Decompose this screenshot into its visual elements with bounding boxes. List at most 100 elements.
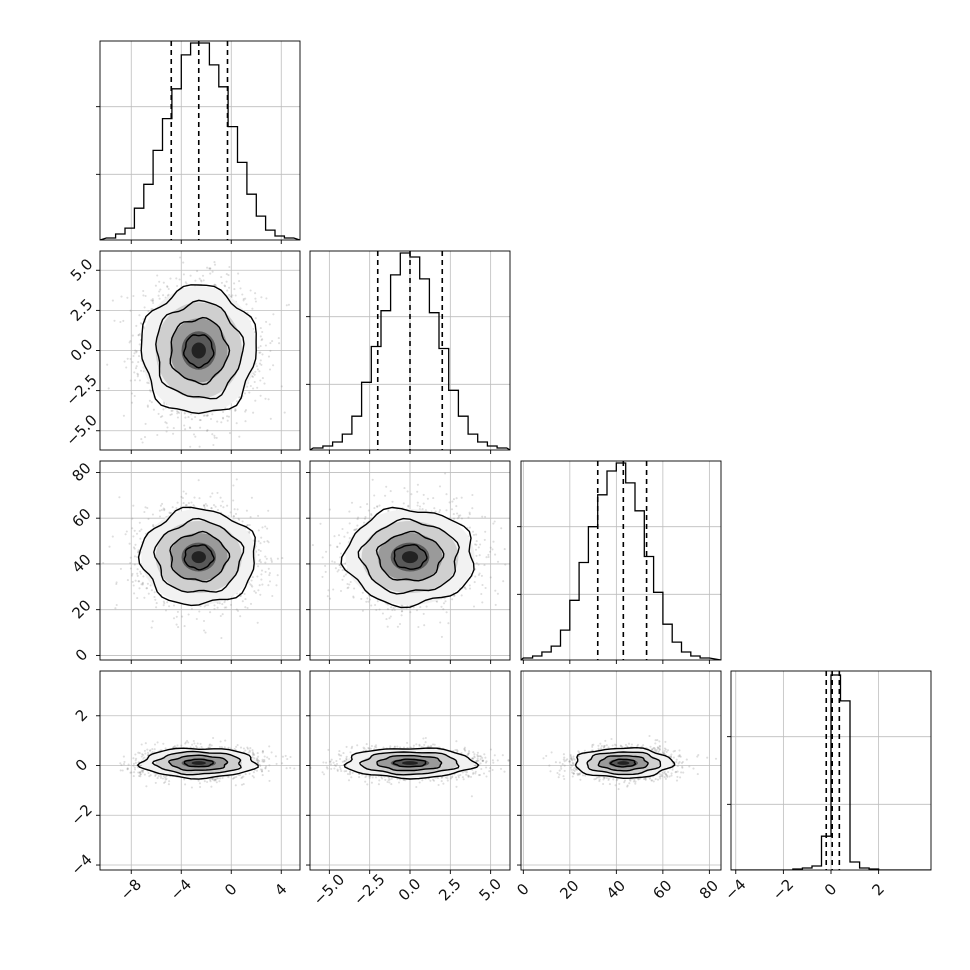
scatter-point [222, 417, 225, 420]
scatter-point [390, 606, 393, 609]
scatter-point [344, 562, 347, 565]
scatter-point [161, 777, 165, 780]
scatter-point [134, 543, 137, 546]
scatter-point [124, 533, 127, 536]
scatter-point [143, 749, 146, 752]
scatter-point [138, 333, 141, 336]
scatter-point [267, 398, 270, 401]
scatter-point [133, 379, 137, 382]
scatter-point [332, 588, 335, 591]
scatter-point [489, 546, 492, 549]
scatter-point [133, 555, 136, 558]
scatter-point [254, 292, 257, 295]
scatter-point [181, 496, 184, 500]
scatter-point [265, 297, 268, 300]
scatter-point [251, 576, 254, 579]
scatter-point [153, 595, 156, 599]
scatter-point [304, 584, 306, 586]
scatter-point [401, 604, 404, 607]
scatter-point [202, 414, 205, 417]
scatter-point [481, 601, 484, 604]
panel-frame [99, 460, 301, 661]
scatter-point [485, 556, 488, 559]
scatter-point [456, 517, 459, 520]
scatter-point [241, 520, 244, 523]
scatter-point [260, 569, 264, 572]
scatter-point [250, 496, 253, 499]
scatter-point [163, 508, 166, 511]
scatter-point [151, 297, 154, 301]
scatter-point [234, 409, 237, 412]
scatter-point [119, 762, 122, 765]
scatter-point [214, 505, 217, 508]
scatter-point [381, 612, 384, 615]
scatter-point [138, 530, 141, 533]
scatter-point [475, 540, 478, 543]
scatter-point [261, 768, 264, 771]
scatter-point [422, 502, 425, 505]
scatter-point [339, 566, 342, 569]
scatter-point [264, 765, 268, 768]
scatter-point [198, 497, 201, 500]
scatter-point [224, 285, 227, 288]
scatter-point [164, 609, 168, 612]
scatter-point [169, 512, 172, 515]
scatter-point [272, 364, 275, 367]
scatter-point [234, 408, 237, 411]
contour-line [183, 544, 215, 571]
scatter-point [239, 287, 242, 290]
contour-line [140, 284, 257, 415]
scatter-point [166, 426, 169, 429]
scatter-point [236, 744, 239, 747]
scatter-point [202, 504, 205, 507]
scatter-point [477, 573, 480, 577]
scatter-point [244, 773, 247, 776]
scatter-point [439, 621, 442, 624]
scatter-point [248, 530, 251, 533]
scatter-point [144, 742, 147, 745]
scatter-point [177, 626, 180, 629]
scatter-point [135, 365, 138, 368]
scatter-point [494, 589, 497, 592]
scatter-point [140, 769, 143, 772]
scatter-point [253, 753, 256, 757]
scatter-point [227, 274, 230, 277]
scatter-point [257, 548, 260, 551]
scatter-point [244, 420, 247, 423]
scatter-point [211, 270, 214, 273]
scatter-point [213, 434, 216, 437]
scatter-point [217, 777, 220, 780]
scatter-point [253, 590, 256, 593]
scatter-point [168, 605, 171, 608]
scatter-point [236, 609, 240, 612]
scatter-point [484, 586, 487, 590]
scatter-point [269, 557, 273, 560]
scatter-point [392, 607, 395, 610]
scatter-point [348, 583, 351, 586]
scatter-point [212, 443, 215, 447]
scatter-point [162, 281, 165, 284]
scatter-point [243, 392, 247, 395]
scatter-point [204, 502, 207, 506]
scatter-point [327, 589, 330, 592]
scatter-point [164, 747, 167, 750]
histogram-step-line [521, 462, 721, 660]
scatter-point [445, 493, 448, 496]
scatter-point [171, 506, 174, 509]
scatter-point [136, 597, 139, 600]
scatter-point [130, 392, 133, 395]
scatter-point [477, 563, 480, 566]
scatter-point [167, 287, 170, 291]
scatter-point [210, 507, 213, 510]
scatter-point [396, 625, 399, 628]
scatter-point [407, 504, 410, 507]
scatter-point [206, 429, 209, 433]
scatter-point [367, 600, 370, 603]
scatter-point [257, 346, 260, 349]
scatter-point [203, 504, 206, 507]
scatter-point [140, 583, 143, 586]
scatter-point [234, 294, 237, 297]
scatter-point [267, 567, 270, 570]
scatter-point [220, 636, 223, 640]
scatter-point [447, 622, 450, 625]
